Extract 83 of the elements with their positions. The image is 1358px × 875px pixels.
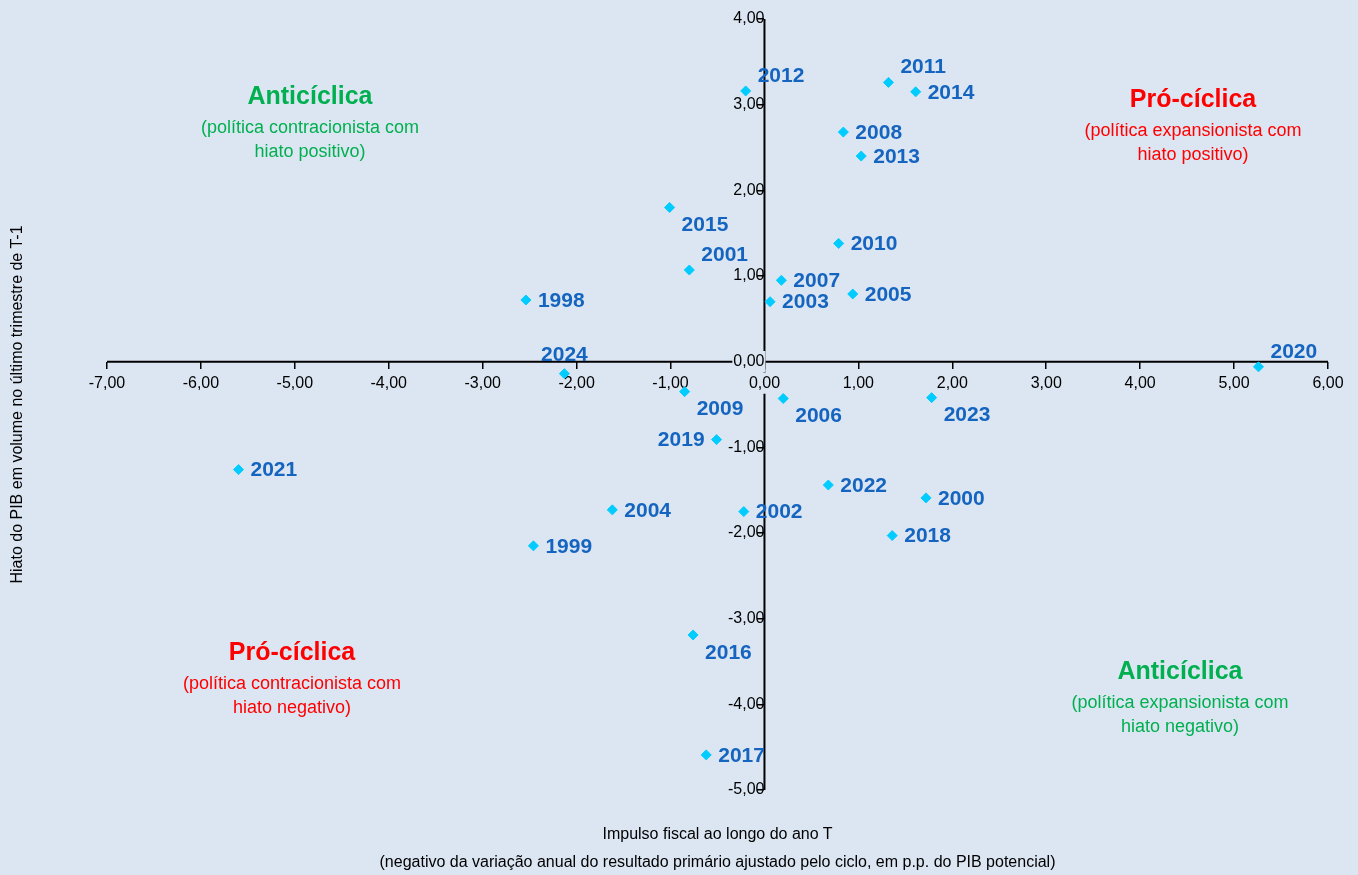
- x-tick-label: -4,00: [370, 373, 408, 391]
- series-label: 2016: [705, 639, 752, 663]
- x-tick-label: -6,00: [182, 373, 220, 391]
- point: [664, 201, 676, 213]
- series-label: 2019: [657, 427, 705, 451]
- point: [777, 393, 789, 404]
- series-label: 2001: [701, 241, 749, 265]
- point: [837, 126, 849, 138]
- y-tick-label: -2,00: [727, 523, 765, 541]
- y-tick-label: -1,00: [727, 437, 765, 455]
- point: [886, 530, 898, 542]
- point: [910, 86, 922, 98]
- x-axis-title: Impulso fiscal ao longo do ano T (negativo da variação anual do resultado primário ajustado pelo ciclo, em p.p. do PIB potencial): [379, 825, 1056, 871]
- point: [882, 76, 894, 88]
- series-label: 1998: [537, 287, 585, 311]
- series-label: 2013: [873, 143, 920, 167]
- series-label: 2021: [250, 457, 298, 481]
- point: [920, 492, 932, 504]
- point: [606, 504, 618, 516]
- y-tick-label: 2,00: [733, 180, 765, 198]
- y-tick-label: 1,00: [733, 266, 765, 284]
- point: [822, 479, 834, 491]
- point: [700, 749, 712, 761]
- series-label: 2004: [624, 497, 672, 521]
- y-tick-label: 0,00: [733, 352, 765, 370]
- point: [926, 392, 938, 404]
- y-tick-label: 4,00: [733, 9, 765, 27]
- annotation: Anticíclica: [1117, 655, 1244, 684]
- point: [687, 629, 699, 641]
- annotation: (política expansionista com hiato negativo): [1071, 691, 1289, 736]
- point: [847, 288, 859, 300]
- point: [738, 506, 750, 518]
- x-tick-label: -1,00: [652, 373, 689, 391]
- y-axis-title: Hiato do PIB em volume no último trimestre de T-1: [8, 225, 26, 584]
- x-tick-label: -2,00: [558, 373, 595, 391]
- point: [855, 150, 867, 162]
- point: [232, 464, 244, 476]
- point: [527, 540, 539, 552]
- series-label: 2009: [696, 396, 744, 420]
- annotation: (política contracionista com hiato positivo): [200, 116, 420, 161]
- series-label: 2015: [681, 212, 729, 236]
- annotation: (política contracionista com hiato negativo): [182, 672, 402, 717]
- x-tick-label: -5,00: [276, 373, 314, 391]
- series-label: 2024: [541, 342, 589, 366]
- series-label: 2022: [840, 472, 888, 496]
- series-label: 2023: [943, 402, 991, 426]
- series-label: 2007: [793, 268, 841, 292]
- annotation: (política expansionista com hiato positivo): [1084, 119, 1302, 164]
- x-tick-label: 2,00: [936, 373, 968, 391]
- series-label: 2000: [938, 485, 985, 509]
- point: [833, 237, 845, 249]
- y-tick-label: 3,00: [733, 95, 765, 113]
- point: [775, 274, 787, 286]
- x-tick-label: 0,00: [748, 373, 781, 391]
- annotation: Pró-cíclica: [1129, 83, 1258, 112]
- annotation: Pró-cíclica: [228, 636, 357, 665]
- series-label: 1999: [545, 533, 593, 557]
- y-tick-label: -5,00: [727, 780, 765, 798]
- x-tick-label: -7,00: [88, 373, 126, 391]
- x-tick-label: 1,00: [842, 373, 875, 391]
- x-tick-label: 6,00: [1312, 373, 1344, 391]
- y-tick-label: -3,00: [727, 609, 765, 627]
- series-label: 2003: [782, 289, 829, 313]
- y-tick-label: -4,00: [727, 694, 765, 712]
- x-tick-label: -3,00: [464, 373, 502, 391]
- annotation: Anticíclica: [247, 80, 374, 109]
- point: [740, 85, 752, 97]
- point: [683, 264, 695, 276]
- series-label: 2005: [864, 281, 912, 305]
- series-label: 2010: [850, 231, 898, 255]
- x-tick-label: 4,00: [1124, 373, 1156, 391]
- series-label: 2020: [1270, 338, 1318, 362]
- point: [1253, 361, 1264, 373]
- series-label: 2008: [855, 119, 903, 143]
- point: [764, 296, 776, 308]
- series-label: 2018: [904, 523, 952, 547]
- point: [711, 434, 723, 446]
- point: [520, 294, 532, 306]
- x-tick-label: 5,00: [1218, 373, 1250, 391]
- x-tick-label: 3,00: [1030, 373, 1062, 391]
- series-label: 2014: [927, 79, 975, 103]
- series-label: 2006: [795, 403, 842, 427]
- series-label: 2011: [900, 54, 947, 78]
